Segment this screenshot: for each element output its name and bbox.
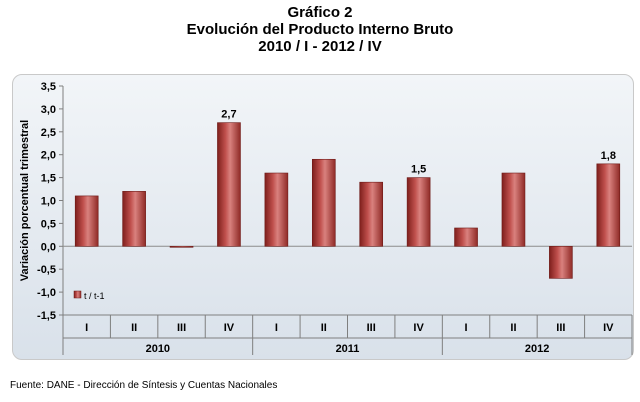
data-label: 1,5	[411, 164, 426, 176]
bar	[217, 122, 241, 247]
y-tick-label: -1,5	[37, 310, 56, 322]
legend-label: t / t-1	[84, 291, 105, 301]
y-tick-label: 0,5	[41, 218, 56, 230]
x-tick-label: II	[510, 322, 516, 334]
y-axis-label: Variación porcentual trimestral	[19, 120, 31, 281]
data-label: 1,8	[601, 150, 616, 162]
bar	[311, 158, 336, 247]
y-tick-label: 1,5	[41, 173, 56, 185]
y-tick-label: 2,0	[41, 150, 56, 162]
bar	[454, 227, 478, 247]
x-tick-label: IV	[224, 322, 235, 334]
x-tick-label: II	[131, 322, 137, 334]
x-group-label: 2012	[525, 343, 549, 355]
y-tick-label: 2,5	[41, 127, 56, 139]
x-tick-label: I	[85, 322, 88, 334]
source-note: Fuente: DANE - Dirección de Síntesis y C…	[10, 380, 278, 391]
x-tick-label: III	[177, 322, 186, 334]
bar	[359, 181, 384, 247]
data-label: 2,7	[221, 109, 236, 121]
chart-title-line-2: Evolución del Producto Interno Bruto	[186, 21, 454, 38]
chart-title-block: Gráfico 2 Evolución del Producto Interno…	[0, 4, 640, 55]
x-tick-label: I	[465, 322, 468, 334]
bar	[74, 195, 99, 247]
x-group-label: 2011	[336, 343, 360, 355]
bar	[596, 163, 621, 247]
x-tick-label: III	[367, 322, 376, 334]
y-tick-label: 1,0	[41, 196, 56, 208]
x-tick-label: II	[321, 322, 327, 334]
legend-swatch	[73, 290, 82, 299]
x-tick-label: IV	[413, 322, 424, 334]
bar	[501, 172, 526, 247]
bar	[169, 246, 194, 248]
y-tick-label: 3,0	[41, 104, 56, 116]
bar	[122, 191, 146, 247]
y-tick-label: -0,5	[37, 264, 56, 276]
bar	[264, 172, 289, 247]
y-tick-label: -1,0	[37, 287, 56, 299]
x-tick-label: I	[275, 322, 278, 334]
bar	[549, 246, 573, 279]
chart-title-line-3: 2010 / I - 2012 / IV	[258, 38, 382, 55]
x-tick-label: IV	[603, 322, 614, 334]
bar	[406, 177, 431, 247]
y-tick-label: 3,5	[41, 81, 56, 93]
chart-title-line-1: Gráfico 2	[287, 4, 353, 21]
y-tick-label: 0,0	[41, 241, 56, 253]
x-tick-label: III	[556, 322, 565, 334]
x-group-label: 2010	[146, 343, 170, 355]
